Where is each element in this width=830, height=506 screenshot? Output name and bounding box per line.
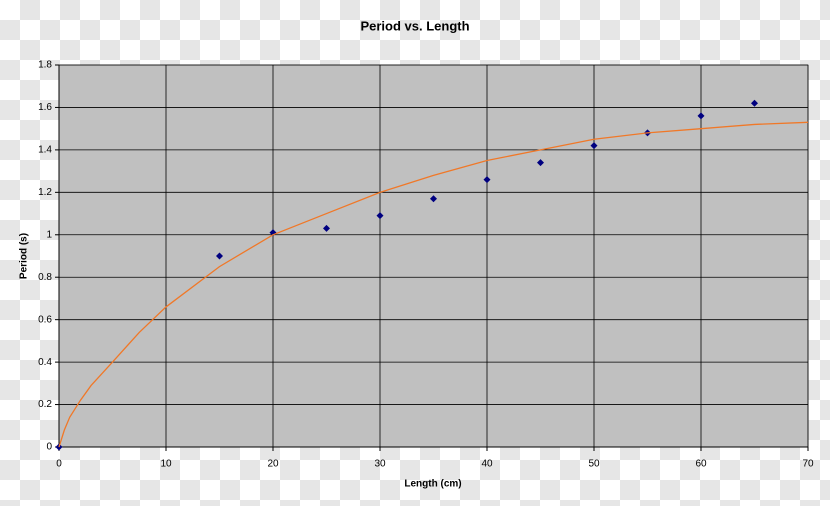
- x-tick-label: 30: [374, 459, 386, 470]
- x-tick-label: 0: [56, 459, 62, 470]
- chart-title: Period vs. Length: [360, 18, 469, 33]
- data-point: [590, 142, 598, 150]
- x-tick-label: 40: [481, 459, 493, 470]
- y-tick-label: 0.4: [38, 357, 52, 368]
- x-tick-label: 50: [588, 459, 600, 470]
- data-point: [376, 212, 384, 220]
- y-axis-title: Period (s): [19, 233, 30, 279]
- data-point: [323, 224, 330, 232]
- y-tick-label: 1.8: [38, 60, 52, 71]
- data-point: [483, 176, 491, 184]
- data-point: [430, 195, 437, 203]
- plot-area: [58, 64, 809, 448]
- data-point: [216, 252, 223, 260]
- x-tick-label: 70: [802, 459, 814, 470]
- y-tick-label: 0.6: [38, 314, 52, 325]
- y-tick-label: 1: [46, 229, 52, 240]
- y-tick-label: 1.6: [38, 102, 52, 113]
- x-tick-label: 60: [695, 459, 707, 470]
- data-point: [751, 99, 758, 107]
- y-tick-label: 1.4: [38, 145, 52, 156]
- y-tick-label: 1.2: [38, 187, 52, 198]
- data-point: [697, 112, 705, 120]
- y-tick-label: 0.8: [38, 272, 52, 283]
- y-tick-label: 0: [46, 442, 52, 453]
- x-axis-title: Length (cm): [404, 479, 461, 490]
- x-tick-label: 20: [267, 459, 279, 470]
- x-tick-label: 10: [160, 459, 172, 470]
- data-point: [537, 159, 544, 167]
- trendline: [58, 121, 809, 448]
- y-tick-label: 0.2: [38, 399, 52, 410]
